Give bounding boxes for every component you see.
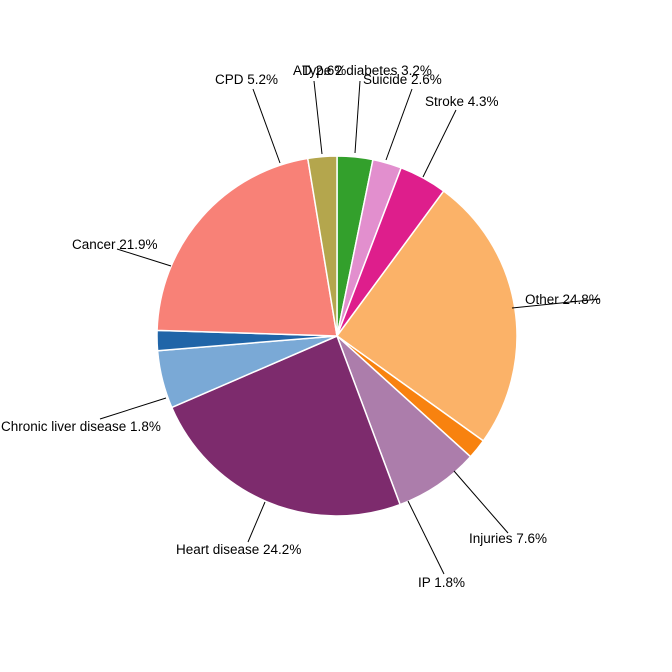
leader-line-heart-disease [247,501,266,543]
slice-label-ip: IP 1.8% [418,575,466,590]
pie-slice-ad [306,155,338,337]
leader-line-chronic-liver-disease [99,397,167,420]
leader-line-injuries [453,470,509,534]
leader-line-suicide [385,88,413,161]
slice-label-cpd: CPD 5.2% [215,72,279,87]
leader-line-other [511,298,601,309]
slice-label-suicide: Suicide 2.6% [363,72,442,87]
slice-label-ad: AD 2.6% [293,63,347,78]
slice-label-other: Other 24.8% [525,292,601,307]
leader-line-ad [313,80,323,155]
leader-line-stroke [422,109,457,178]
slice-label-chronic-liver-disease: Chronic liver disease 1.8% [1,419,161,434]
leader-line-cancer [116,248,172,267]
leader-line-ip [407,500,445,575]
slice-label-type-2-diabetes: Type 2 diabetes 3.2% [302,63,432,78]
leader-line-type-2-diabetes [354,80,361,154]
pie-slice-heart-disease [171,335,401,517]
leader-line-cpd [252,88,281,164]
slice-label-injuries: Injuries 7.6% [469,531,548,546]
slice-label-heart-disease: Heart disease 24.2% [176,542,302,557]
pie-slice-cancer [156,157,338,337]
slice-label-cancer: Cancer 21.9% [72,237,158,252]
slice-label-stroke: Stroke 4.3% [425,94,499,109]
